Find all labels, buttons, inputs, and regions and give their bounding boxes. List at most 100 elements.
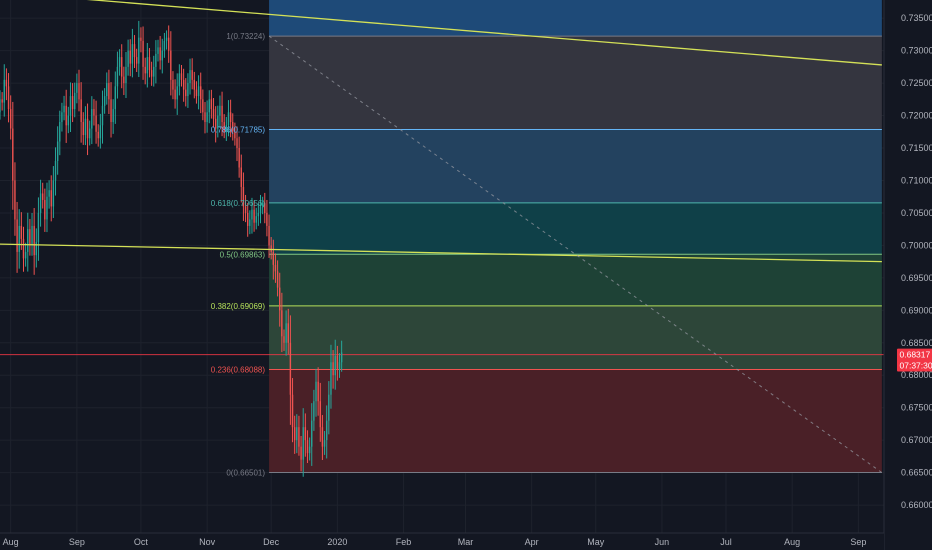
candle-63 <box>133 35 136 69</box>
candle-150 <box>319 382 321 442</box>
time-axis[interactable]: Aug Sep Oct Nov Dec 2020 Feb Mar Apr May Jun Jul Aug… <box>0 532 884 547</box>
x-tick-label-13: Sep <box>850 537 866 547</box>
candle-62 <box>131 28 134 78</box>
candle-116 <box>246 203 249 237</box>
candle-17 <box>35 228 37 268</box>
fib-band-4 <box>269 305 882 370</box>
candle-91 <box>193 71 196 99</box>
candle-137 <box>291 378 294 443</box>
candle-66 <box>140 27 142 53</box>
candle-52 <box>110 82 112 138</box>
candle-88 <box>187 73 189 108</box>
candle-135 <box>287 308 289 355</box>
candle-21 <box>44 188 46 232</box>
candle-5 <box>9 95 12 140</box>
y-tick-label-5: 0.71000 <box>901 175 932 185</box>
fibonacci-labels: 1(0.73224) 0.786(0.71785) 0.618(0.70656) 0.… <box>211 32 266 477</box>
candle-109 <box>232 113 234 141</box>
y-tick-label-10: 0.68500 <box>901 338 932 348</box>
candle-15 <box>31 213 33 256</box>
y-tick-label-15: 0.66000 <box>901 500 932 510</box>
candle-19 <box>39 179 42 227</box>
candle-73 <box>155 40 157 84</box>
candle-37 <box>78 69 80 112</box>
svg-text:07:37:30: 07:37:30 <box>900 361 932 371</box>
candle-130 <box>276 260 279 297</box>
candle-71 <box>150 61 153 86</box>
x-tick-label-3: Nov <box>199 537 216 547</box>
candle-117 <box>249 210 251 235</box>
fib-level-label-5: 0.236(0.68088) <box>211 366 266 375</box>
candle-100 <box>212 97 215 128</box>
y-tick-label-2: 0.72500 <box>901 78 932 88</box>
candle-105 <box>223 114 225 139</box>
candle-103 <box>219 95 221 128</box>
candle-6 <box>12 101 14 210</box>
candle-54 <box>114 71 117 124</box>
trendline-1[interactable] <box>0 243 882 263</box>
candle-29 <box>61 102 63 132</box>
candle-64 <box>135 48 138 72</box>
time-axis-panel[interactable] <box>0 533 884 550</box>
candlestick-series <box>0 20 343 477</box>
candle-158 <box>336 345 339 381</box>
candle-11 <box>22 226 25 272</box>
candle-133 <box>283 329 285 351</box>
candle-67 <box>142 26 144 80</box>
candle-20 <box>42 182 44 209</box>
candle-154 <box>328 381 330 435</box>
candle-42 <box>88 120 91 146</box>
candle-9 <box>18 209 20 269</box>
candle-80 <box>170 31 172 96</box>
candle-39 <box>82 112 84 145</box>
candle-97 <box>206 100 208 133</box>
candle-51 <box>108 69 110 115</box>
x-tick-label-5: 2020 <box>327 537 347 547</box>
trendline-0[interactable] <box>0 0 882 66</box>
candle-119 <box>253 200 255 232</box>
fib-band-1 <box>269 129 882 203</box>
candle-32 <box>67 106 70 134</box>
candle-44 <box>93 99 95 126</box>
candle-78 <box>165 30 168 50</box>
candle-145 <box>308 437 311 461</box>
candle-45 <box>95 100 97 144</box>
candle-34 <box>71 83 74 123</box>
candle-36 <box>76 73 78 104</box>
candle-113 <box>240 154 242 203</box>
candle-153 <box>325 405 328 459</box>
candle-14 <box>29 218 31 256</box>
candle-0 <box>0 90 1 120</box>
candle-46 <box>97 124 99 147</box>
candle-12 <box>24 242 27 267</box>
candle-26 <box>54 147 57 196</box>
fib-level-label-2: 0.618(0.70656) <box>211 199 266 208</box>
candle-84 <box>178 64 181 96</box>
candle-68 <box>144 57 146 85</box>
candle-47 <box>99 113 102 149</box>
y-tick-label-9: 0.69000 <box>901 305 932 315</box>
candle-121 <box>257 204 260 226</box>
y-tick-label-0: 0.73500 <box>901 13 932 23</box>
trendlines[interactable] <box>0 0 883 473</box>
candle-56 <box>118 49 121 76</box>
candle-142 <box>302 408 304 477</box>
candle-106 <box>225 116 228 142</box>
y-tick-label-3: 0.72000 <box>901 111 932 121</box>
candle-128 <box>272 239 275 280</box>
price-axis[interactable]: 0.73500 0.73000 0.72500 0.72000 0.71500 0.710… <box>883 0 932 550</box>
candle-8 <box>16 201 18 273</box>
candle-118 <box>251 197 253 234</box>
candle-1 <box>1 92 3 111</box>
candle-48 <box>101 90 104 144</box>
candle-13 <box>27 212 29 272</box>
candle-4 <box>7 73 10 123</box>
candle-16 <box>33 208 35 275</box>
candle-38 <box>80 82 82 143</box>
candle-95 <box>202 89 204 121</box>
price-axis-panel[interactable] <box>884 0 932 550</box>
x-tick-label-10: Jun <box>655 537 670 547</box>
fibonacci-levels[interactable] <box>269 35 882 474</box>
